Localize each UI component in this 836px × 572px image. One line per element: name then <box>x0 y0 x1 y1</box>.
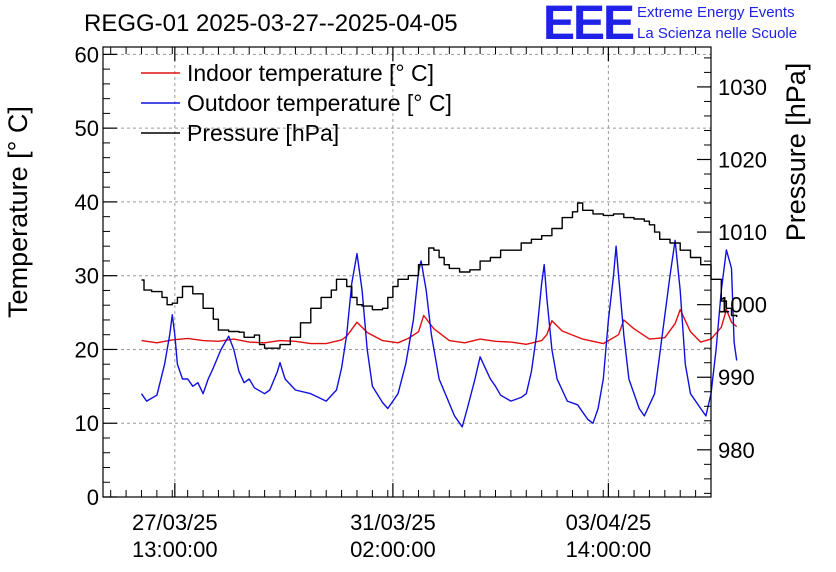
x-tick-label-time: 14:00:00 <box>566 537 652 562</box>
y-tick-label: 40 <box>75 190 99 215</box>
y2-tick-label: 990 <box>718 365 755 390</box>
chart-title: REGG-01 2025-03-27--2025-04-05 <box>84 10 458 37</box>
x-tick-label-date: 03/04/25 <box>566 510 652 535</box>
y2-tick-label: 1000 <box>718 293 767 318</box>
grid-lines <box>103 47 711 497</box>
x-tick-label-time: 02:00:00 <box>350 537 436 562</box>
legend-entry-indoor-label: Indoor temperature [° C] <box>187 60 434 86</box>
y-tick-label: 20 <box>75 337 99 362</box>
logo-subtitle-line1: Extreme Energy Events <box>637 4 795 21</box>
eee-logo: EEE <box>543 0 635 50</box>
y2-tick-label: 1030 <box>718 75 767 100</box>
outdoor-temperature-line <box>140 239 738 428</box>
x-tick-label-date: 27/03/25 <box>132 510 218 535</box>
y2-tick-label: 1020 <box>718 148 767 173</box>
x-tick-label-time: 13:00:00 <box>132 537 218 562</box>
y2-tick-label: 1010 <box>718 220 767 245</box>
legend-entry-pressure-label: Pressure [hPa] <box>187 120 339 146</box>
y2-tick-label: 980 <box>718 438 755 463</box>
y-tick-label: 10 <box>75 411 99 436</box>
indoor-temperature-line <box>141 308 738 345</box>
y2-axis-title: Pressure [hPa] <box>781 63 811 242</box>
plot-frame <box>102 46 712 498</box>
logo-subtitle-line2: La Scienza nelle Scuole <box>637 25 798 42</box>
y-tick-label: 60 <box>75 42 99 67</box>
legend-entry-outdoor-label: Outdoor temperature [° C] <box>187 90 452 116</box>
legend: Indoor temperature [° C] Outdoor temperat… <box>141 60 452 146</box>
series-group <box>140 202 738 428</box>
y-axis-title: Temperature [° C] <box>3 106 33 318</box>
y-tick-label: 0 <box>87 485 99 510</box>
y-tick-label: 30 <box>75 264 99 289</box>
pressure-line <box>141 202 738 349</box>
x-tick-label-date: 31/03/25 <box>350 510 436 535</box>
y-tick-label: 50 <box>75 116 99 141</box>
